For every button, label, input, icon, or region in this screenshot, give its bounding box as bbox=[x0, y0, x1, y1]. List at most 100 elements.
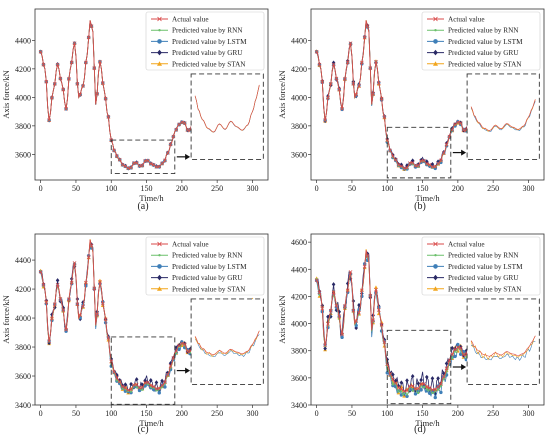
data-point bbox=[121, 387, 124, 390]
data-point bbox=[171, 134, 176, 139]
x-tick-label: 200 bbox=[176, 409, 188, 418]
data-point bbox=[427, 385, 432, 390]
legend-marker bbox=[158, 254, 161, 257]
data-point bbox=[444, 366, 449, 371]
legend-label: Predicted value by STAN bbox=[172, 285, 246, 293]
data-point bbox=[351, 298, 356, 304]
data-point bbox=[345, 60, 350, 65]
data-point bbox=[385, 138, 390, 142]
data-point bbox=[410, 374, 415, 379]
data-point bbox=[134, 160, 139, 165]
data-point bbox=[160, 161, 164, 166]
data-point bbox=[337, 314, 342, 318]
inset-series-line bbox=[470, 99, 536, 131]
data-point bbox=[41, 62, 46, 67]
zoom-arrow-head bbox=[461, 364, 467, 370]
data-point bbox=[112, 370, 116, 374]
y-tick-label: 3600 bbox=[15, 150, 31, 159]
y-axis-label: Axis force/kN bbox=[1, 70, 11, 118]
data-point bbox=[58, 297, 63, 301]
data-point bbox=[163, 158, 167, 163]
legend-label: Actual value bbox=[448, 241, 485, 249]
data-point bbox=[317, 290, 322, 295]
x-tick-label: 300 bbox=[246, 184, 258, 193]
x-tick-label: 300 bbox=[246, 409, 258, 418]
data-point bbox=[439, 158, 443, 163]
y-tick-label: 3600 bbox=[291, 374, 307, 383]
data-point bbox=[417, 392, 420, 395]
data-point bbox=[368, 293, 373, 298]
y-axis-label: Axis force/kN bbox=[277, 295, 287, 343]
y-tick-label: 4200 bbox=[291, 292, 307, 301]
legend-label: Predicted value by GRU bbox=[448, 49, 519, 57]
data-point bbox=[163, 380, 167, 385]
inset-series-line bbox=[470, 335, 536, 357]
data-point bbox=[86, 35, 91, 40]
data-point bbox=[52, 81, 57, 86]
x-tick-label: 300 bbox=[522, 184, 534, 193]
data-point bbox=[439, 390, 443, 395]
data-point bbox=[323, 346, 327, 351]
panel-caption: (d) bbox=[414, 424, 426, 435]
x-tick-label: 250 bbox=[487, 184, 499, 193]
data-point bbox=[134, 377, 139, 382]
data-point bbox=[44, 300, 49, 304]
plot-area-frame bbox=[34, 233, 269, 406]
data-point bbox=[340, 332, 344, 337]
data-point bbox=[146, 158, 150, 163]
data-point bbox=[388, 372, 392, 376]
inset-series-line bbox=[194, 84, 260, 133]
data-point bbox=[345, 288, 350, 293]
data-point bbox=[425, 388, 428, 391]
data-point bbox=[379, 96, 384, 101]
data-point bbox=[317, 62, 322, 67]
data-point bbox=[50, 95, 54, 100]
data-point bbox=[155, 389, 158, 392]
x-axis-label: Time/h bbox=[415, 193, 440, 203]
data-point bbox=[89, 243, 94, 248]
data-point bbox=[382, 115, 387, 119]
data-point bbox=[103, 317, 108, 322]
inset-series-line bbox=[470, 335, 536, 361]
data-point bbox=[81, 304, 85, 309]
data-point bbox=[351, 81, 356, 86]
data-point bbox=[348, 41, 353, 46]
data-point bbox=[146, 383, 149, 386]
data-point bbox=[374, 287, 378, 292]
data-point bbox=[388, 148, 392, 153]
legend-label: Predicted value by STAN bbox=[448, 60, 522, 68]
data-point bbox=[67, 76, 71, 81]
data-point bbox=[458, 121, 463, 125]
legend-marker bbox=[157, 241, 162, 247]
data-point bbox=[359, 60, 364, 65]
data-point bbox=[115, 379, 118, 382]
data-point bbox=[331, 290, 336, 295]
data-point bbox=[326, 95, 330, 100]
data-point bbox=[331, 282, 336, 287]
data-point bbox=[109, 359, 114, 364]
legend-label: Predicted value by LSTM bbox=[172, 38, 247, 46]
inset-box bbox=[466, 73, 540, 160]
inset-series-line bbox=[194, 330, 260, 356]
data-point bbox=[402, 166, 407, 171]
panel-caption: (a) bbox=[137, 201, 148, 212]
data-point bbox=[55, 62, 60, 67]
x-axis-label: Time/h bbox=[415, 418, 440, 428]
legend-frame bbox=[145, 11, 265, 71]
inset-box bbox=[190, 73, 264, 160]
data-point bbox=[424, 161, 429, 166]
y-axis-label: Axis force/kN bbox=[277, 70, 287, 118]
data-point bbox=[436, 384, 440, 389]
data-point bbox=[160, 378, 164, 384]
data-point bbox=[157, 164, 162, 169]
data-point bbox=[385, 362, 390, 367]
data-point bbox=[160, 383, 164, 388]
data-point bbox=[83, 280, 88, 285]
data-point bbox=[98, 279, 102, 284]
legend-label: Predicted value by GRU bbox=[172, 274, 243, 282]
data-point bbox=[399, 162, 404, 167]
chart-panel-3: 0 50 100 150 200 250 300 3400 3600 3800 4000 4200 44… bbox=[1, 233, 269, 435]
data-point bbox=[148, 383, 153, 388]
data-point bbox=[453, 122, 457, 127]
